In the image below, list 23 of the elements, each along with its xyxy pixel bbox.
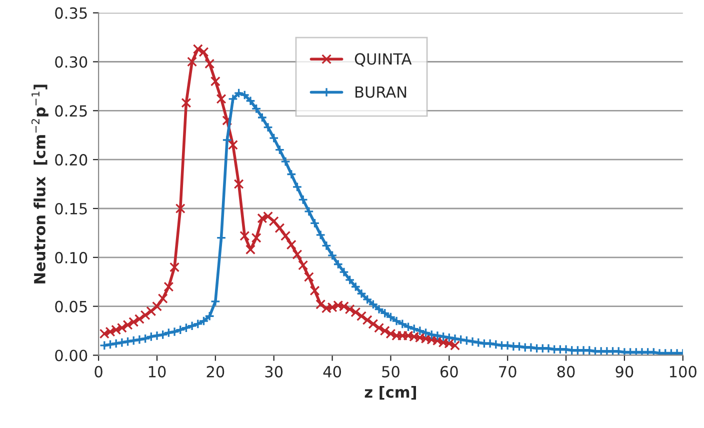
x-tick-label: 100: [670, 366, 696, 378]
x-tick-label: 80: [557, 366, 575, 378]
x-tick-label: 70: [499, 366, 516, 378]
x-tick-label: 30: [265, 366, 283, 378]
y-tick-label: 0.10: [55, 252, 88, 264]
x-tick-label: 10: [148, 366, 166, 378]
x-tick-label: 90: [616, 366, 634, 378]
x-tick-label: 0: [94, 366, 102, 378]
x-tick-label: 20: [206, 366, 224, 378]
x-tick-label: 50: [382, 366, 400, 378]
y-tick-label: 0.25: [55, 105, 87, 117]
y-tick-label: 0.20: [55, 154, 88, 166]
legend-label: BURAN: [356, 86, 406, 98]
y-tick-label: 0.15: [55, 202, 87, 215]
x-axis-title: z [cm]: [364, 386, 416, 400]
x-tick-label: 40: [323, 366, 341, 378]
legend-label: QUINTA: [354, 53, 412, 66]
y-tick-label: 0.00: [55, 350, 88, 362]
x-tick-label: 60: [440, 366, 458, 378]
y-tick-label: 0.35: [55, 7, 87, 19]
y-tick-label: 0.30: [55, 56, 88, 68]
y-axis-title: Neutron flux [cm$^{−2}$p$^{−1}$]: [31, 84, 48, 284]
y-tick-label: 0.05: [55, 300, 87, 312]
